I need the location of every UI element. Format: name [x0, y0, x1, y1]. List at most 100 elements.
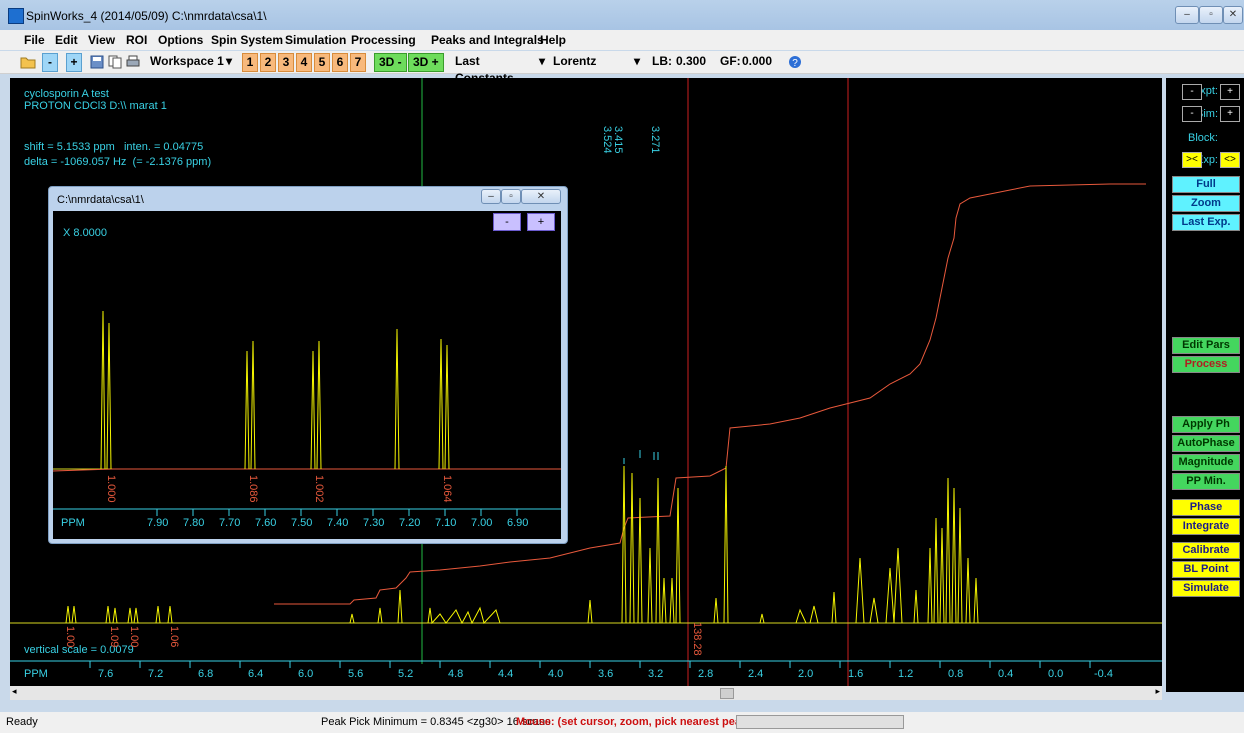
bl-point-button[interactable]: BL Point — [1172, 561, 1240, 578]
menu-spin-system[interactable]: Spin System — [211, 33, 284, 47]
help-icon[interactable]: ? — [788, 55, 802, 69]
menu-roi[interactable]: ROI — [126, 33, 148, 47]
full-button[interactable]: Full — [1172, 176, 1240, 193]
axis-tick: 2.0 — [798, 668, 814, 680]
print-icon[interactable] — [126, 55, 140, 69]
axis-tick: 3.6 — [598, 668, 614, 680]
simulate-button[interactable]: Simulate — [1172, 580, 1240, 597]
autophase-button[interactable]: AutoPhase — [1172, 435, 1240, 452]
expansion-axis-tick: 7.50 — [291, 517, 313, 529]
menu-options[interactable]: Options — [158, 33, 204, 47]
workspace-button-6[interactable]: 6 — [332, 53, 348, 72]
apply-ph-button[interactable]: Apply Ph — [1172, 416, 1240, 433]
last-exp-button[interactable]: Last Exp. — [1172, 214, 1240, 231]
menu-processing[interactable]: Processing — [351, 33, 416, 47]
axis-tick: 4.4 — [498, 668, 514, 680]
expansion-axis-tick: 7.30 — [363, 517, 385, 529]
scroll-right-arrow-icon[interactable]: ▸ — [1155, 686, 1160, 696]
expansion-window[interactable]: C:\nmrdata\csa\1\ – ▫ ✕ X 8.0000 - + PPM… — [48, 186, 568, 544]
axis-tick: 4.8 — [448, 668, 464, 680]
open-folder-icon[interactable] — [20, 55, 36, 69]
pp-min-button[interactable]: PP Min. — [1172, 473, 1240, 490]
workspace-button-7[interactable]: 7 — [350, 53, 366, 72]
expansion-axis-tick: 7.40 — [327, 517, 349, 529]
inset-close-button[interactable]: ✕ — [521, 189, 561, 204]
3d-plus-button[interactable]: 3D + — [408, 53, 444, 72]
collapse-button[interactable]: >< — [1182, 152, 1202, 168]
expansion-axis-tick: 7.10 — [435, 517, 457, 529]
constants-dropdown-icon[interactable]: ▾ — [538, 54, 546, 68]
inset-increase-button[interactable]: + — [527, 213, 555, 231]
integrate-button[interactable]: Integrate — [1172, 518, 1240, 535]
expansion-spectrum — [53, 310, 561, 516]
workspace-button-1[interactable]: 1 — [242, 53, 258, 72]
inset-decrease-button[interactable]: - — [493, 213, 521, 231]
phase-button[interactable]: Phase — [1172, 499, 1240, 516]
inset-minimize-button[interactable]: – — [481, 189, 501, 204]
lineshape-select[interactable]: Lorentz — [553, 54, 597, 68]
expt-decrease-button[interactable]: - — [1182, 84, 1202, 100]
expansion-axis-tick: 7.20 — [399, 517, 421, 529]
expansion-axis-tick: 7.90 — [147, 517, 169, 529]
save-icon[interactable] — [90, 55, 104, 69]
scroll-left-arrow-icon[interactable]: ◂ — [12, 686, 17, 696]
status-ready: Ready — [6, 716, 38, 728]
increase-button[interactable]: + — [66, 53, 82, 72]
sim-increase-button[interactable]: + — [1220, 106, 1240, 122]
workspace-button-4[interactable]: 4 — [296, 53, 312, 72]
constants-select[interactable]: Last Constants — [455, 54, 514, 85]
menu-file[interactable]: File — [24, 33, 45, 47]
3d-minus-button[interactable]: 3D - — [374, 53, 407, 72]
decrease-button[interactable]: - — [42, 53, 58, 72]
gf-label: GF: — [720, 54, 741, 68]
axis-tick: 5.6 — [348, 668, 364, 680]
copy-icon[interactable] — [108, 55, 122, 69]
menu-edit[interactable]: Edit — [55, 33, 78, 47]
close-button[interactable]: ✕ — [1223, 6, 1243, 24]
axis-tick: 4.0 — [548, 668, 564, 680]
workspace-select[interactable]: Workspace 1 — [150, 54, 224, 68]
expand-button[interactable]: <> — [1220, 152, 1240, 168]
peak-label: 3.415 — [612, 126, 624, 154]
axis-tick: -0.4 — [1094, 668, 1113, 680]
process-button[interactable]: Process — [1172, 356, 1240, 373]
menu-peaks-integrals[interactable]: Peaks and Integrals — [431, 33, 544, 47]
menu-help[interactable]: Help — [540, 33, 567, 47]
maximize-button[interactable]: ▫ — [1199, 6, 1223, 24]
menu-simulation[interactable]: Simulation — [285, 33, 347, 47]
workspace-dropdown-icon[interactable]: ▾ — [225, 54, 233, 68]
workspace-button-2[interactable]: 2 — [260, 53, 276, 72]
axis-tick: 7.2 — [148, 668, 164, 680]
axis-tick: 0.4 — [998, 668, 1014, 680]
menu-view[interactable]: View — [88, 33, 116, 47]
workspace-button-5[interactable]: 5 — [314, 53, 330, 72]
sample-name: cyclosporin A test — [24, 88, 109, 100]
expansion-axis-tick: 7.80 — [183, 517, 205, 529]
expansion-window-title: C:\nmrdata\csa\1\ — [57, 194, 144, 206]
status-peak-pick: Peak Pick Minimum = 0.8345 <zg30> 16 sca… — [321, 716, 551, 728]
expansion-integral-label: 1.064 — [441, 475, 453, 503]
inset-maximize-button[interactable]: ▫ — [501, 189, 521, 204]
gf-value[interactable]: 0.000 — [741, 54, 773, 68]
ppm-axis-label: PPM — [24, 668, 48, 680]
calibrate-button[interactable]: Calibrate — [1172, 542, 1240, 559]
lineshape-dropdown-icon[interactable]: ▾ — [633, 54, 641, 68]
shift-readout: shift = 5.1533 ppm inten. = 0.04775 — [24, 141, 204, 153]
sim-decrease-button[interactable]: - — [1182, 106, 1202, 122]
zoom-button[interactable]: Zoom — [1172, 195, 1240, 212]
edit-pars-button[interactable]: Edit Pars — [1172, 337, 1240, 354]
lb-value[interactable]: 0.300 — [675, 54, 707, 68]
scroll-thumb[interactable] — [720, 688, 734, 699]
expt-increase-button[interactable]: + — [1220, 84, 1240, 100]
axis-tick: 1.2 — [898, 668, 914, 680]
vertical-scale-readout: vertical scale = 0.0079 — [24, 644, 134, 656]
expansion-integral-label: 1.086 — [247, 475, 259, 503]
magnitude-button[interactable]: Magnitude — [1172, 454, 1240, 471]
workspace-button-3[interactable]: 3 — [278, 53, 294, 72]
axis-tick: 1.6 — [848, 668, 864, 680]
expansion-plot[interactable]: X 8.0000 - + PPM 7.90 7.80 7.70 7.60 7.5… — [53, 211, 561, 539]
minimize-button[interactable]: – — [1175, 6, 1199, 24]
integral-curve — [274, 183, 1146, 605]
spectrum-scrollbar[interactable]: ◂ ▸ — [10, 686, 1162, 700]
menu-bar: File Edit View ROI Options Spin System S… — [0, 30, 1244, 50]
